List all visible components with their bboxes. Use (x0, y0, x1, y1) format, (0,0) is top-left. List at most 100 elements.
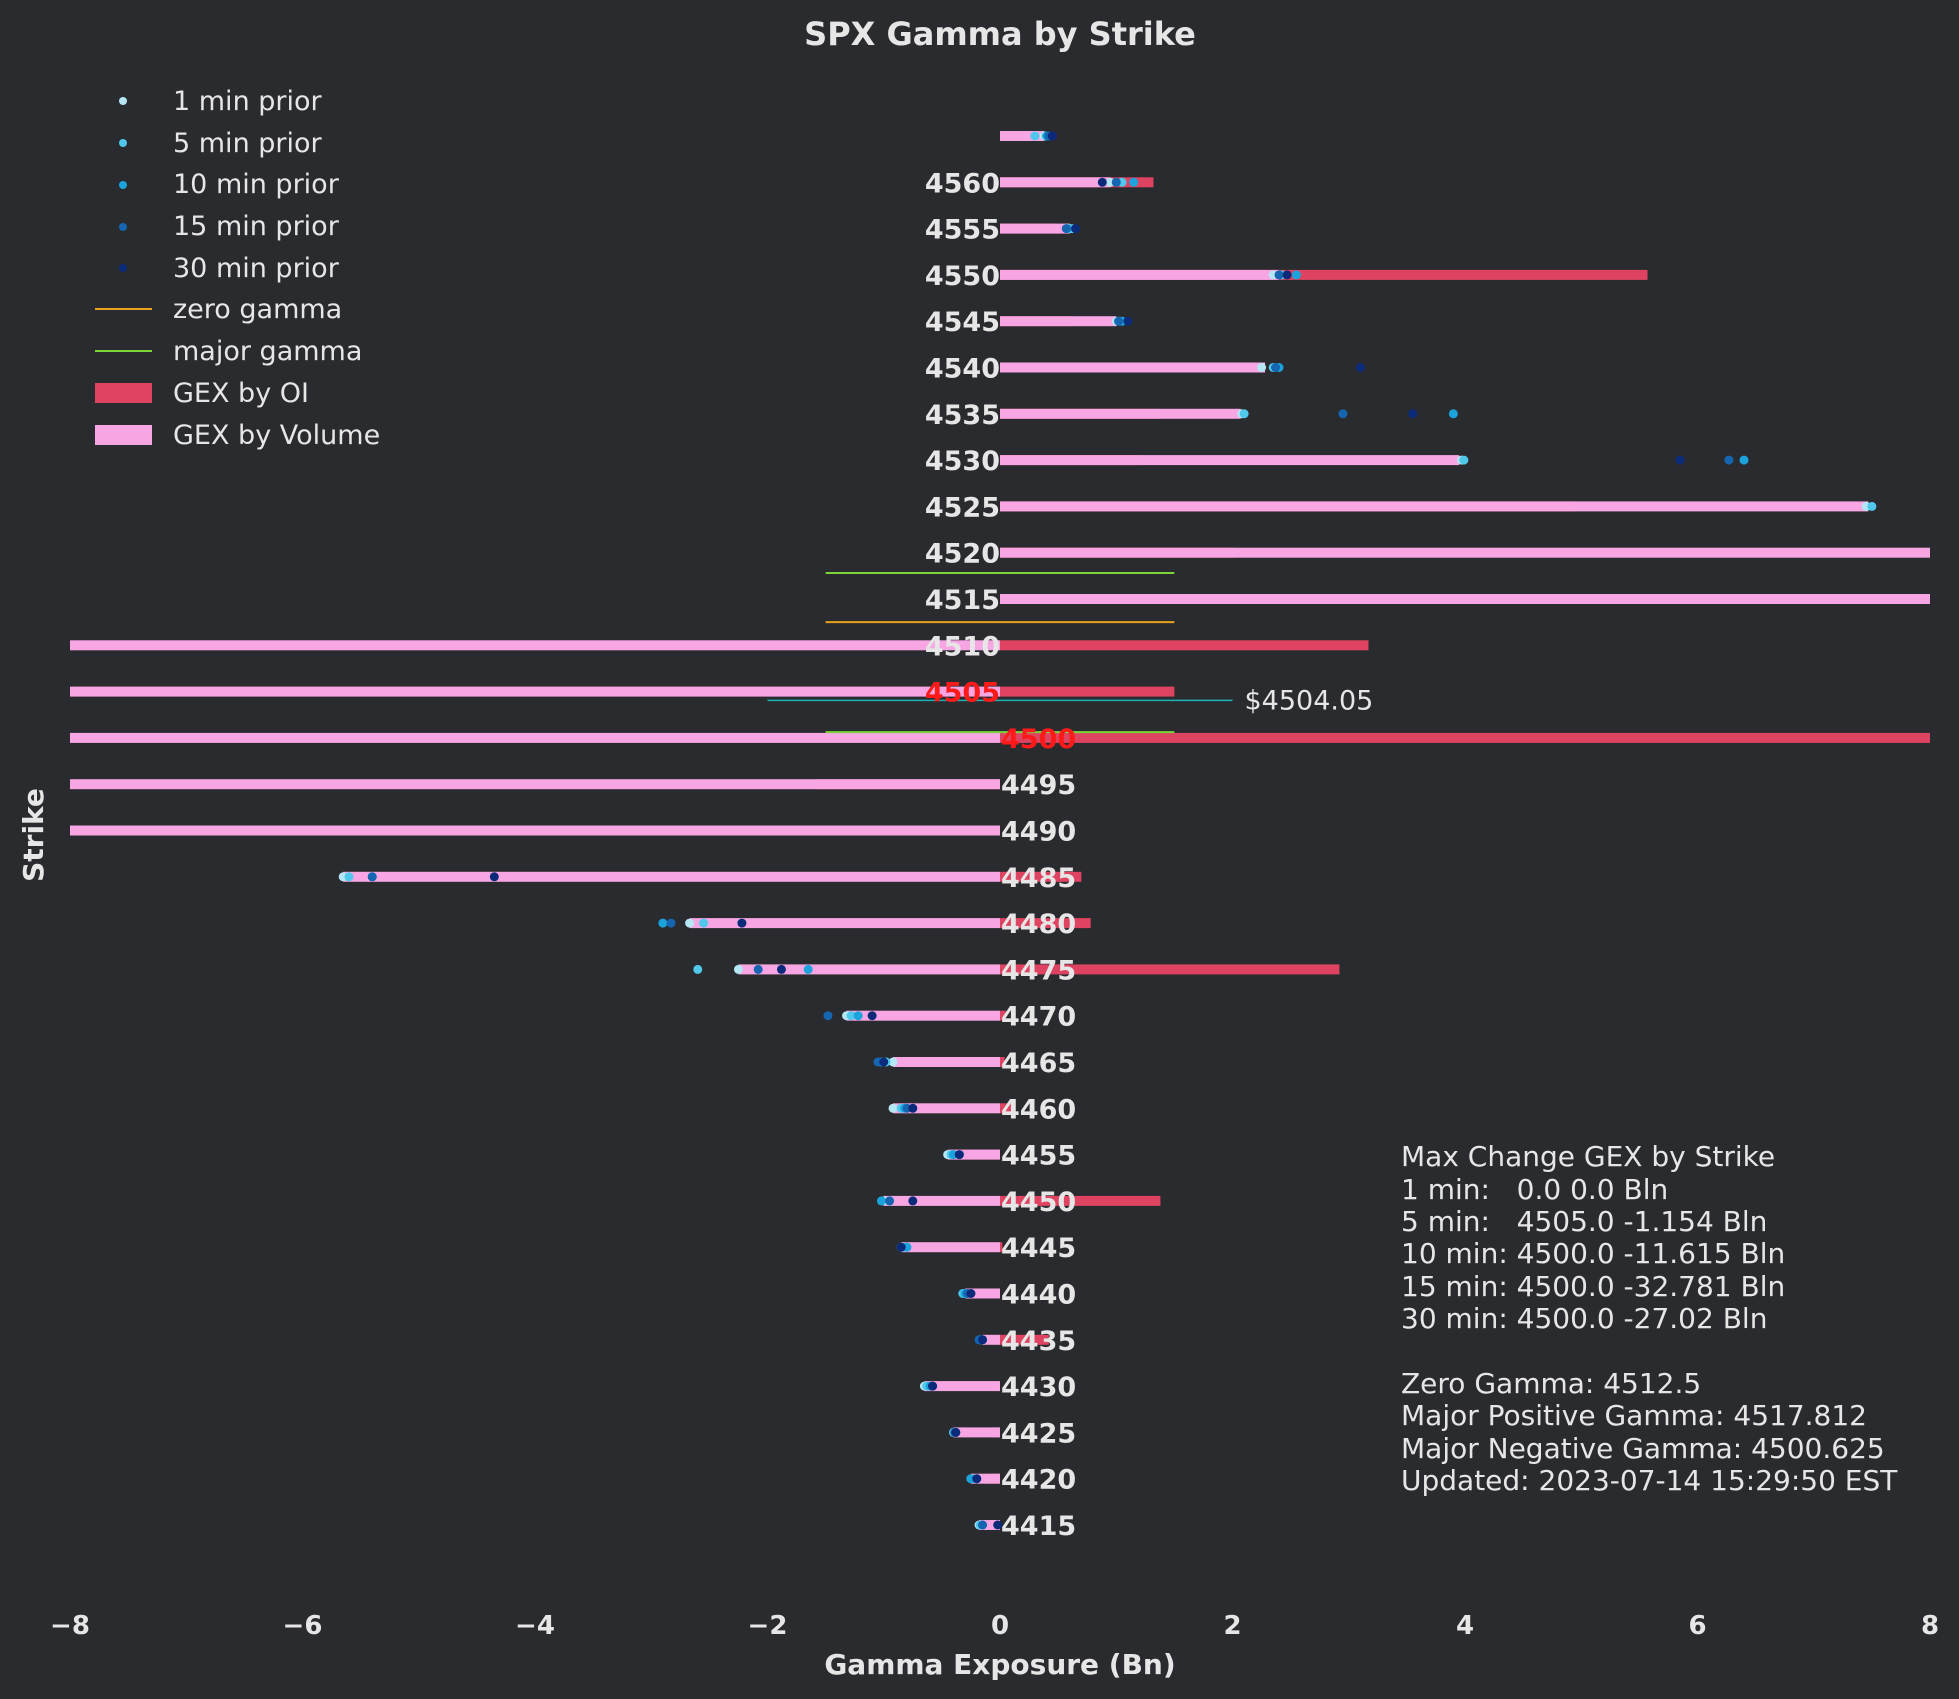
y-axis-label: Strike (17, 788, 50, 882)
prior-dot (1282, 270, 1292, 280)
x-tick-label: 0 (991, 1611, 1009, 1641)
info-row-1min: 1 min: 0.0 0.0 Bln (1401, 1173, 1668, 1206)
prior-dot (823, 1011, 833, 1021)
legend-label-15min: 15 min prior (173, 211, 340, 242)
gex-oi-bar (1000, 686, 1175, 697)
prior-dot (853, 1011, 863, 1021)
legend-label-major-gamma: major gamma (173, 336, 362, 367)
gex-volume-bar (893, 1057, 1000, 1067)
legend-label-oi: GEX by OI (173, 378, 309, 409)
gex-volume-bar (979, 1520, 1000, 1530)
x-tick-label: 8 (1921, 1611, 1939, 1641)
legend-marker-30min (119, 264, 127, 272)
prior-dots-layer (338, 131, 1877, 1530)
strike-label: 4485 (1001, 863, 1076, 894)
x-tick-label: −8 (50, 1611, 90, 1641)
prior-dot (737, 918, 747, 928)
gex-volume-bar (1000, 269, 1279, 280)
prior-dot (1291, 270, 1301, 280)
info-updated: Updated: 2023-07-14 15:29:50 EST (1401, 1464, 1898, 1497)
prior-dot (1459, 455, 1469, 465)
prior-dot (928, 1381, 938, 1391)
gex-volume-bar (738, 964, 1000, 975)
prior-dot (1724, 455, 1734, 465)
strike-label: 4500 (1001, 724, 1076, 755)
prior-dot (753, 964, 763, 974)
prior-dot (876, 1196, 886, 1206)
prior-dot (951, 1427, 961, 1437)
gex-oi-bar (1000, 871, 1082, 882)
prior-dot (699, 918, 709, 928)
prior-dot (1071, 224, 1081, 234)
prior-dot (1274, 270, 1284, 280)
gex-oi-bar (1000, 269, 1648, 280)
strike-label: 4560 (925, 168, 1000, 199)
info-zero-gamma: Zero Gamma: 4512.5 (1401, 1367, 1701, 1400)
prior-dot (666, 918, 676, 928)
strike-label: 4505 (925, 678, 1000, 709)
gex-volume-bar (901, 1242, 1000, 1253)
prior-dot (978, 1335, 988, 1345)
prior-dot (908, 1103, 918, 1113)
prior-dot (367, 872, 377, 882)
prior-dot (885, 1196, 895, 1206)
gex-volume-bar (1000, 501, 1869, 512)
legend-marker-1min (119, 97, 127, 105)
prior-dot (1239, 409, 1249, 419)
legend-label-10min: 10 min prior (173, 169, 340, 200)
prior-dot (693, 964, 703, 974)
prior-dot (489, 872, 499, 882)
strike-label: 4440 (1001, 1280, 1076, 1311)
gex-volume-bar (1000, 316, 1117, 327)
prior-dot (888, 1057, 898, 1067)
gex-oi-bar (1000, 1010, 1006, 1021)
strike-label: 4545 (925, 307, 1000, 338)
prior-dot (1271, 363, 1281, 372)
legend-swatch-volume (95, 425, 152, 445)
prior-dot (867, 1011, 877, 1021)
strike-label: 4535 (925, 400, 1000, 431)
gex-oi-bar (1000, 1057, 1005, 1067)
gex-oi-bar (1000, 964, 1340, 975)
prior-dot (954, 1150, 964, 1160)
legend-label-5min: 5 min prior (173, 128, 323, 159)
gex-volume-bar (883, 1195, 1000, 1206)
strike-label: 4455 (1001, 1141, 1076, 1172)
info-header: Max Change GEX by Strike (1401, 1140, 1775, 1173)
gex-volume-bar (70, 640, 1000, 651)
gex-volume-bar (947, 1149, 1000, 1160)
prior-dot (993, 1520, 1003, 1530)
gex-volume-bar (1000, 177, 1111, 188)
strike-label: 4480 (1001, 909, 1076, 940)
prior-dot (908, 1196, 918, 1206)
info-row-30min: 30 min: 4500.0 -27.02 Bln (1401, 1302, 1767, 1335)
gex-volume-bar (982, 1334, 1000, 1345)
strike-label: 4540 (925, 354, 1000, 385)
strike-label: 4415 (1001, 1511, 1076, 1542)
prior-dot (888, 1103, 898, 1113)
gex-volume-bar (1000, 547, 1930, 558)
strike-label: 4495 (1001, 770, 1076, 801)
gex-volume-bar (1000, 223, 1070, 234)
strike-label: 4490 (1001, 817, 1076, 848)
strike-label: 4530 (925, 446, 1000, 477)
strike-label: 4525 (925, 492, 1000, 523)
bar-layer (70, 131, 1930, 1530)
prior-dot (1111, 177, 1121, 187)
prior-dot (1123, 316, 1133, 326)
prior-dot (1448, 409, 1458, 419)
legend: 1 min prior 5 min prior 10 min prior 15 … (95, 86, 380, 451)
prior-dot (658, 918, 668, 928)
legend-marker-15min (119, 223, 127, 231)
prior-dot (978, 1520, 988, 1530)
prior-dot (846, 1011, 856, 1021)
strike-label: 4425 (1001, 1418, 1076, 1449)
prior-dot (776, 964, 786, 974)
prior-dot (1739, 455, 1749, 465)
gex-volume-bar (70, 825, 1000, 836)
gex-oi-bar (1000, 1195, 1161, 1206)
gex-volume-bar (970, 1473, 1000, 1484)
strike-label: 4460 (1001, 1094, 1076, 1125)
gex-volume-bar (343, 871, 1000, 882)
